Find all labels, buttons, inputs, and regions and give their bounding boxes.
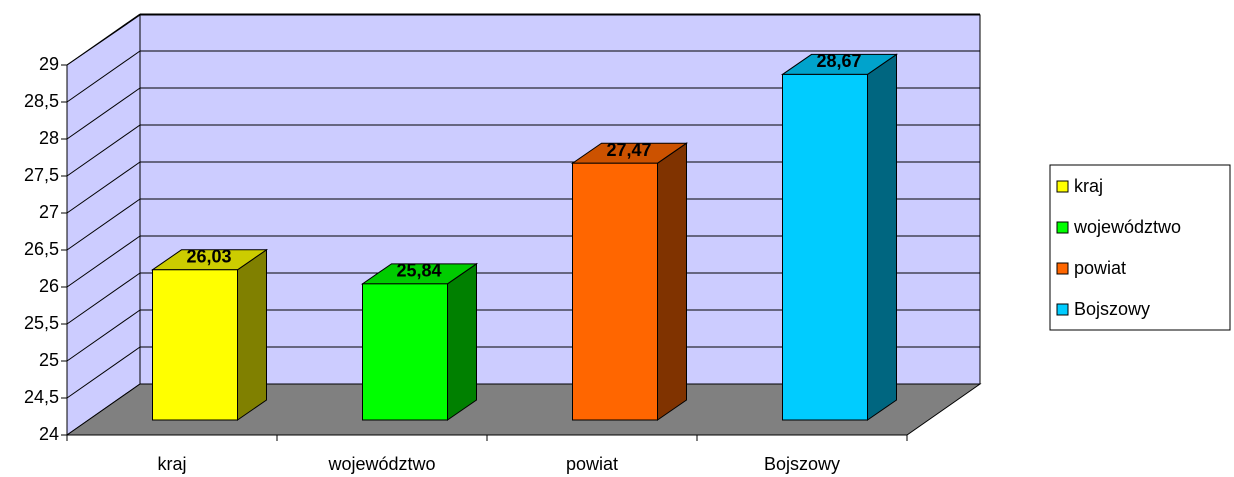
y-tick-label: 25,5 (24, 313, 59, 333)
grid-line (66, 198, 141, 251)
bar-side (237, 248, 267, 421)
bar-side (867, 53, 897, 421)
value-label: 28,67 (816, 51, 861, 71)
y-tick-label: 28 (39, 128, 59, 148)
y-tick-label: 28,5 (24, 91, 59, 111)
y-tick-label: 25 (39, 350, 59, 370)
legend-label: Bojszowy (1074, 299, 1150, 319)
grid-line (66, 346, 141, 399)
grid-line (66, 13, 141, 66)
bar (782, 73, 868, 421)
legend-swatch (1056, 221, 1069, 234)
grid-line (66, 50, 141, 103)
bar-side (447, 262, 477, 421)
x-tick-label: Bojszowy (764, 454, 840, 474)
bar (362, 283, 448, 421)
y-tick-label: 26,5 (24, 239, 59, 259)
y-tick-label: 29 (39, 54, 59, 74)
legend-label: kraj (1074, 176, 1103, 196)
legend-swatch (1056, 303, 1069, 316)
bar (152, 269, 238, 421)
bar-side (657, 142, 687, 421)
y-tick-label: 24 (39, 424, 59, 444)
x-tick-label: kraj (157, 454, 186, 474)
value-label: 25,84 (396, 261, 441, 281)
value-label: 27,47 (606, 140, 651, 160)
grid-line (66, 161, 141, 214)
legend-swatch (1056, 262, 1069, 275)
y-tick-label: 27,5 (24, 165, 59, 185)
legend-label: powiat (1074, 258, 1126, 278)
y-tick-label: 24,5 (24, 387, 59, 407)
y-tick-label: 26 (39, 276, 59, 296)
y-tick-label: 27 (39, 202, 59, 222)
bar (572, 162, 658, 421)
grid-line (66, 235, 141, 288)
value-label: 26,03 (186, 247, 231, 267)
grid-line (66, 87, 141, 140)
x-tick-label: województwo (327, 454, 435, 474)
bars (150, 53, 899, 421)
grid-line (66, 309, 141, 362)
x-tick-label: powiat (566, 454, 618, 474)
grid-line (66, 124, 141, 177)
legend (1049, 164, 1231, 331)
legend-label: województwo (1073, 217, 1181, 237)
legend-swatch (1056, 180, 1069, 193)
grid-line (66, 272, 141, 325)
